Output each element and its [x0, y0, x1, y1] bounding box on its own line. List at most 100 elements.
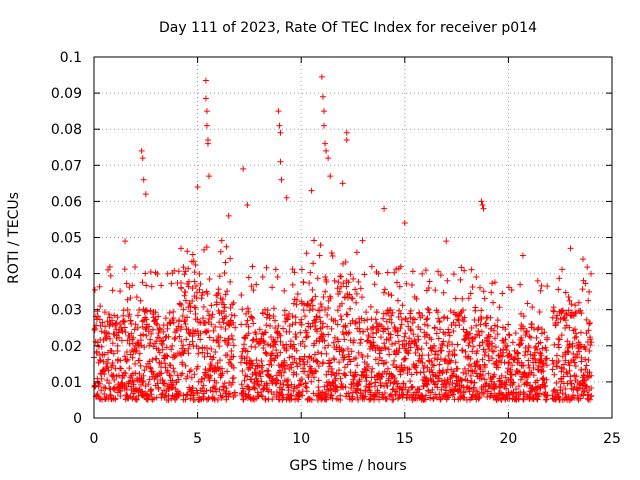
data-point: [550, 304, 557, 311]
data-point: [551, 371, 558, 378]
data-point: [334, 321, 341, 328]
data-point: [273, 388, 280, 395]
data-point: [237, 359, 244, 366]
data-point: [270, 313, 277, 320]
data-point: [215, 339, 222, 346]
data-point: [360, 328, 367, 335]
data-point: [374, 393, 381, 400]
data-point: [274, 353, 281, 360]
data-point: [512, 330, 519, 337]
data-point: [539, 375, 546, 382]
data-point: [293, 333, 300, 340]
data-point: [345, 279, 352, 286]
data-point: [263, 322, 270, 329]
data-point: [582, 346, 589, 353]
y-tick-label: 0.1: [60, 50, 82, 66]
data-point: [213, 388, 220, 395]
data-point: [272, 338, 278, 345]
data-point: [577, 329, 584, 336]
data-point: [468, 335, 475, 342]
data-point: [477, 321, 484, 328]
data-point: [116, 321, 123, 328]
data-point: [356, 376, 363, 383]
data-point: [221, 304, 228, 311]
data-point: [196, 286, 203, 293]
data-point: [470, 343, 477, 350]
data-point: [562, 357, 569, 364]
data-point: [347, 358, 354, 365]
data-point: [285, 376, 292, 383]
data-point: [313, 358, 320, 365]
data-point: [244, 202, 251, 209]
data-point: [428, 366, 435, 373]
data-point: [511, 356, 518, 363]
data-point: [470, 385, 477, 392]
data-point: [553, 315, 560, 322]
data-point: [474, 358, 481, 365]
data-point: [580, 392, 587, 399]
data-point: [505, 331, 512, 338]
data-point: [544, 283, 551, 290]
data-point: [565, 342, 572, 349]
data-point: [277, 338, 284, 345]
data-point: [217, 248, 224, 255]
data-point: [320, 108, 327, 115]
data-point: [570, 392, 577, 399]
data-point: [435, 372, 442, 379]
data-point: [113, 373, 120, 380]
data-point: [259, 310, 266, 317]
data-point: [98, 387, 105, 394]
data-point: [393, 388, 400, 395]
data-point: [129, 340, 136, 347]
data-point: [452, 359, 459, 366]
data-point: [362, 366, 369, 373]
data-point: [399, 386, 406, 393]
data-point: [571, 394, 578, 401]
data-point: [307, 269, 314, 276]
data-point: [224, 368, 231, 375]
data-point: [587, 320, 594, 327]
data-point: [245, 330, 252, 337]
data-point: [381, 286, 388, 293]
data-point: [458, 264, 465, 271]
data-point: [111, 312, 118, 319]
data-point: [418, 355, 425, 362]
data-point: [331, 334, 338, 341]
data-point: [166, 309, 173, 316]
data-point: [341, 364, 348, 371]
data-point: [576, 348, 583, 355]
data-point: [178, 302, 185, 309]
data-point: [384, 325, 391, 332]
data-point: [485, 357, 492, 364]
data-point: [383, 359, 390, 366]
data-point: [436, 319, 443, 326]
data-point: [452, 295, 459, 302]
data-point: [269, 396, 276, 403]
data-point: [579, 256, 586, 263]
data-point: [214, 396, 221, 403]
data-point: [168, 395, 175, 402]
data-point: [440, 338, 447, 345]
data-point: [321, 383, 328, 390]
data-point: [349, 317, 356, 324]
data-point: [550, 361, 557, 368]
data-point: [361, 271, 368, 278]
data-point: [479, 202, 486, 209]
data-point: [262, 396, 269, 403]
data-point: [391, 357, 398, 364]
data-point: [368, 380, 375, 387]
data-point: [105, 311, 112, 318]
data-point: [427, 395, 434, 402]
data-point: [350, 275, 357, 282]
data-point: [292, 314, 299, 321]
data-point: [434, 384, 441, 391]
data-point: [147, 340, 154, 347]
data-point: [572, 363, 579, 370]
data-point: [341, 336, 348, 343]
data-point: [389, 341, 396, 348]
data-point: [103, 360, 110, 367]
data-point: [291, 383, 298, 390]
data-point: [357, 285, 364, 292]
data-point: [280, 325, 287, 332]
